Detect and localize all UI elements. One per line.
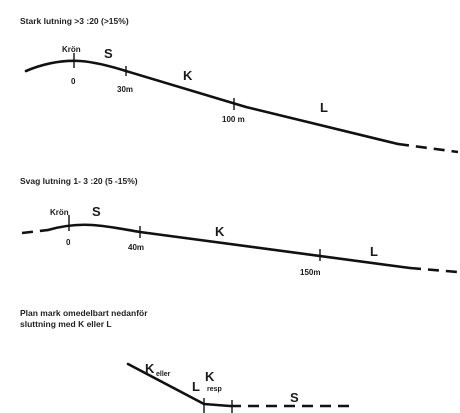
steep-mark-30m: 30m: [117, 85, 133, 94]
gentle-slope-continuation: [409, 266, 459, 274]
diagram-gentle-slope: Svag lutning 1- 3 :20 (5 -15%) Krön S K …: [20, 176, 459, 277]
steep-crest-label: Krön: [62, 45, 81, 54]
steep-zone-l: L: [320, 100, 328, 115]
gentle-mark-150m: 150m: [300, 268, 320, 277]
gentle-zone-s: S: [92, 204, 101, 219]
diagram-steep-slope: Stark lutning >3 :20 (>15%) Krön S K L 0…: [20, 16, 459, 154]
steep-slope-heading: Stark lutning >3 :20 (>15%): [20, 16, 129, 26]
gentle-crest-label: Krön: [50, 208, 69, 217]
gentle-zone-l: L: [370, 244, 378, 259]
steep-mark-0: 0: [71, 77, 76, 86]
flat-label-s: S: [290, 390, 299, 405]
steep-mark-100m: 100 m: [222, 115, 245, 124]
flat-ground-heading-line2: sluttning med K eller L: [20, 319, 112, 329]
flat-ground-heading-line1: Plan mark omedelbart nedanför: [20, 308, 148, 318]
gentle-mark-40m: 40m: [128, 243, 144, 252]
gentle-zone-k: K: [215, 224, 225, 239]
diagram-flat-ground: Plan mark omedelbart nedanför sluttning …: [20, 308, 350, 413]
steep-zone-k: K: [183, 68, 193, 83]
steep-zone-s: S: [104, 46, 113, 61]
gentle-slope-profile: [46, 223, 412, 270]
gentle-mark-0: 0: [66, 238, 71, 247]
steep-slope-profile: [24, 59, 400, 146]
gentle-slope-lead-in: [21, 228, 49, 235]
gentle-slope-heading: Svag lutning 1- 3 :20 (5 -15%): [20, 176, 138, 186]
steep-slope-continuation: [397, 142, 459, 154]
flat-label-eller: eller: [156, 371, 171, 378]
flat-label-resp: resp: [207, 386, 222, 393]
flat-label-l: L: [192, 379, 200, 394]
flat-ground-slope: [126, 362, 232, 408]
flat-label-k: K: [145, 361, 155, 376]
flat-label-k-resp: K: [205, 369, 215, 384]
